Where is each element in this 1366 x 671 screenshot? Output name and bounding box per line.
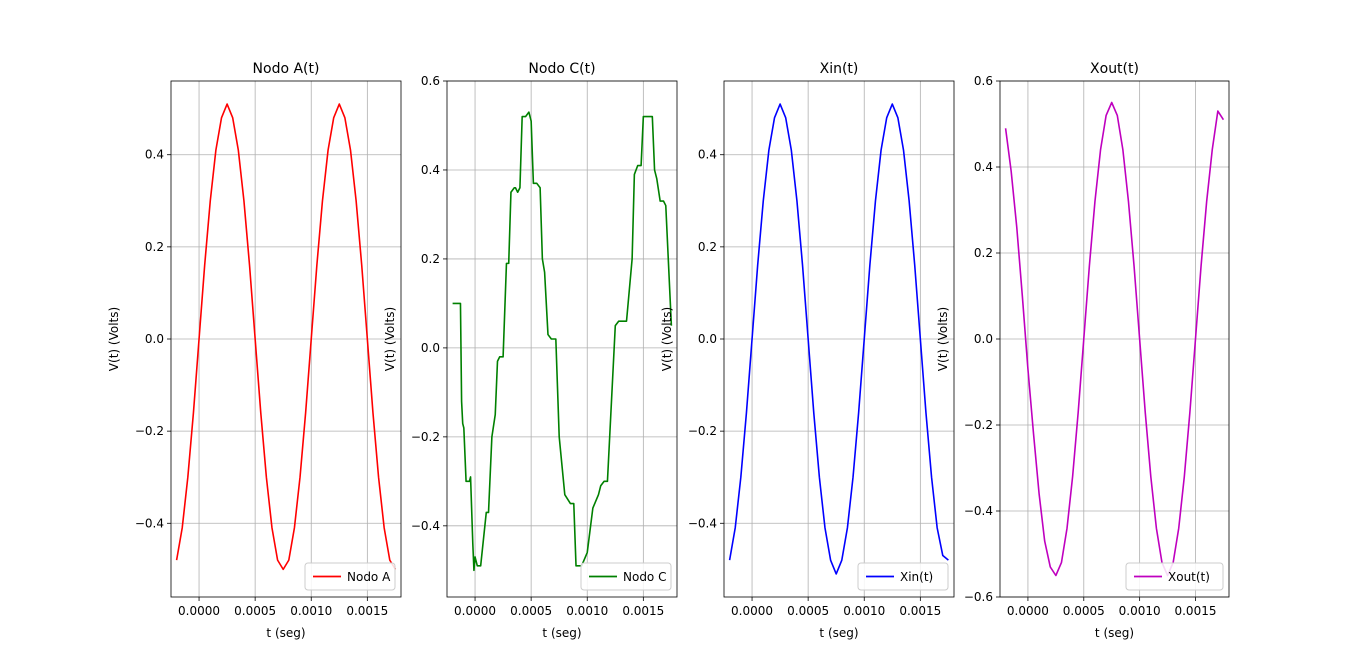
chart-panel-2: 0.0000 0.0005 0.0010 0.0015 −0.4 −0.2 0.0 0.2 0.…: [383, 61, 678, 640]
legend-box: [857, 562, 949, 591]
series-line-1: [175, 103, 397, 571]
series-line-1: [452, 111, 673, 572]
chart-title: Nodo C(t): [528, 61, 595, 77]
y-tick-label: 0.2: [421, 252, 440, 266]
legend-label: Xin(t): [900, 570, 933, 584]
series-line-1: [728, 103, 949, 575]
y-tick-label: 0.4: [698, 148, 717, 162]
legend-label: Xout(t): [1168, 570, 1210, 584]
x-tick-label: 0.0000: [731, 604, 773, 618]
plot-frame: [723, 80, 955, 598]
y-tick-label: −0.4: [411, 519, 440, 533]
y-tick-label: 0.2: [698, 240, 717, 254]
legend: Nodo A: [304, 562, 396, 591]
y-tick-label: 0.0: [698, 332, 717, 346]
y-tick-label: 0.0: [974, 332, 993, 346]
plot-frame: [170, 80, 402, 598]
x-axis-label: t (seg): [819, 626, 858, 640]
legend-box: [580, 562, 672, 591]
y-tick-label: 0.6: [974, 74, 993, 88]
series-line-1: [1004, 101, 1225, 577]
y-tick-label: −0.4: [964, 504, 993, 518]
x-axis-label: t (seg): [1095, 626, 1134, 640]
y-tick-label: −0.2: [135, 424, 164, 438]
legend-label: Nodo C: [623, 570, 666, 584]
y-tick-label: 0.4: [145, 148, 164, 162]
x-tick-label: 0.0010: [566, 604, 608, 618]
x-tick-label: 0.0005: [787, 604, 829, 618]
y-tick-label: 0.6: [421, 74, 440, 88]
x-tick-label: 0.0015: [346, 604, 388, 618]
x-axis-label: t (seg): [542, 626, 581, 640]
legend: Xin(t): [857, 562, 949, 591]
y-tick-label: 0.0: [421, 341, 440, 355]
plot-frame: [446, 80, 678, 598]
x-tick-label: 0.0010: [1119, 604, 1161, 618]
legend-box: [304, 562, 396, 591]
legend-box: [1125, 562, 1224, 591]
chart-title: Xin(t): [820, 61, 859, 77]
x-tick-label: 0.0005: [510, 604, 552, 618]
legend-label: Nodo A: [347, 570, 391, 584]
x-tick-label: 0.0010: [843, 604, 885, 618]
y-tick-label: 0.4: [421, 163, 440, 177]
x-tick-label: 0.0005: [234, 604, 276, 618]
x-axis-label: t (seg): [266, 626, 305, 640]
x-tick-label: 0.0015: [899, 604, 941, 618]
y-tick-label: −0.2: [964, 418, 993, 432]
x-tick-label: 0.0000: [1007, 604, 1049, 618]
x-tick-label: 0.0010: [290, 604, 332, 618]
chart-panel-4: 0.0000 0.0005 0.0010 0.0015 −0.6 −0.4 −0.2 0.0 0…: [936, 61, 1230, 640]
plot-frame: [999, 80, 1230, 598]
x-tick-label: 0.0000: [454, 604, 496, 618]
y-tick-label: −0.6: [964, 590, 993, 604]
y-axis-label: V(t) (Volts): [660, 307, 674, 371]
legend: Xout(t): [1125, 562, 1224, 591]
x-tick-label: 0.0015: [1174, 604, 1216, 618]
x-tick-label: 0.0000: [178, 604, 220, 618]
y-tick-label: 0.2: [974, 246, 993, 260]
x-tick-label: 0.0005: [1063, 604, 1105, 618]
y-tick-label: 0.4: [974, 160, 993, 174]
y-axis-label: V(t) (Volts): [936, 307, 950, 371]
y-tick-label: −0.2: [688, 424, 717, 438]
x-tick-label: 0.0015: [622, 604, 664, 618]
chart-title: Nodo A(t): [253, 61, 320, 77]
chart-title: Xout(t): [1090, 61, 1139, 77]
y-axis-label: V(t) (Volts): [107, 307, 121, 371]
chart-panel-1: 0.0000 0.0005 0.0010 0.0015 −0.4 −0.2 0.0 0.2 0.…: [107, 61, 402, 640]
y-axis-label: V(t) (Volts): [383, 307, 397, 371]
legend: Nodo C: [580, 562, 672, 591]
y-tick-label: 0.0: [145, 332, 164, 346]
y-tick-label: −0.2: [411, 430, 440, 444]
chart-panel-3: 0.0000 0.0005 0.0010 0.0015 −0.4 −0.2 0.0 0.2 0.…: [660, 61, 955, 640]
y-tick-label: 0.2: [145, 240, 164, 254]
y-tick-label: −0.4: [135, 516, 164, 530]
y-tick-label: −0.4: [688, 516, 717, 530]
